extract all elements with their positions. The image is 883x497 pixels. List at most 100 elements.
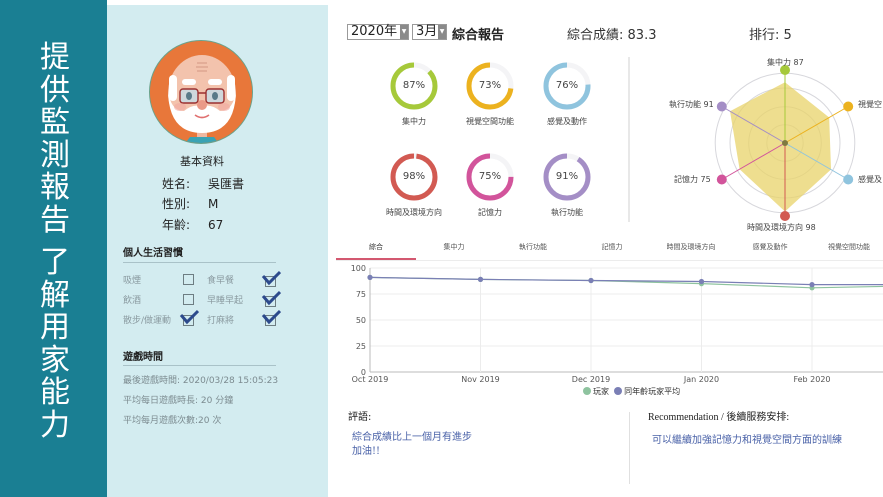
donut-percent: 75% [478,171,502,182]
rank-value: 5 [783,28,792,43]
banner-char: 供 [40,72,70,108]
avg-monthly-count: 平均每月遊戲次數:20 次 [123,416,222,426]
age-label: 年齡: [162,218,191,232]
checkmark-icon [261,309,281,325]
donut-executive-function: 91% 執行功能 [529,152,605,218]
recommendation-divider [629,412,630,484]
gender-value: M [208,197,219,211]
legend-peer-label[interactable]: 同年齡玩家平均 [624,387,681,396]
chart-legend: 玩家 同年齡玩家平均 [583,386,680,397]
habit-label: 打麻將 [207,316,235,326]
last-played: 最後遊戲時間: 2020/03/28 15:05:23 [123,376,279,386]
banner: 提 供 監 測 報 告 了 解 用 家 能 力 [0,0,107,497]
donut-label: 集中力 [402,117,426,126]
donut-percent: 87% [402,80,426,91]
tab-executive-function[interactable]: 執行功能 [519,243,547,251]
habit-label: 飲酒 [123,296,142,306]
age-value: 67 [208,218,224,232]
tab-memory[interactable]: 記憶力 [601,243,623,251]
tab-visual-spatial[interactable]: 視覺空間功能 [828,243,870,251]
tab-time-orientation[interactable]: 時間及環境方向 [666,243,716,251]
tabs-baseline [336,260,883,261]
tab-overall[interactable]: 綜合 [369,243,383,251]
habit-checkbox-drinking[interactable] [183,294,194,305]
section-divider [628,57,630,222]
donut-label: 時間及環境方向 [386,208,442,217]
banner-char: 告 [40,202,70,238]
radar-label: 時間及環境方向 98 [747,223,816,232]
habit-label: 食早餐 [207,276,235,286]
month-select[interactable]: 3月 ▼ [412,24,447,40]
svg-text:50: 50 [356,316,366,325]
banner-char: 提 [40,40,70,75]
checkmark-icon [179,309,199,325]
gender-row: 性別: M [162,195,218,212]
svg-text:Jan 2020: Jan 2020 [683,375,719,384]
donut-ring-icon [466,62,514,110]
comments-body: 綜合成績比上一個月有進步 加油!! [352,431,472,459]
svg-text:Oct 2019: Oct 2019 [352,375,389,384]
banner-char: 解 [40,277,70,313]
donut-percent: 91% [555,171,579,182]
comments-title: 評語: [348,412,372,423]
donut-label: 感覺及動作 [547,117,587,126]
checkmark-icon [261,270,281,286]
svg-text:Feb 2020: Feb 2020 [793,375,830,384]
avatar [149,40,253,144]
donut-ring-icon [543,62,591,110]
active-tab-indicator [336,258,416,260]
donut-label: 執行功能 [551,208,583,217]
habit-checkbox-mahjong[interactable] [265,315,276,326]
game-time-title: 遊戲時間 [123,352,163,363]
banner-char: 測 [40,137,70,173]
svg-text:100: 100 [351,264,366,273]
donut-sensory-motor: 76% 感覺及動作 [529,61,605,127]
dropdown-arrow-icon: ▼ [438,25,446,39]
radar-label: 視覺空 [858,100,882,109]
habit-label: 吸煙 [123,276,142,286]
habit-checkbox-breakfast[interactable] [265,276,276,287]
dropdown-arrow-icon: ▼ [400,25,408,39]
habit-checkbox-early-sleep[interactable] [265,296,276,307]
year-select[interactable]: 2020年 ▼ [347,24,409,40]
game-time-divider [123,365,276,366]
donut-concentration: 87% 集中力 [376,61,452,127]
donut-memory: 75% 記憶力 [452,152,528,218]
donut-percent: 76% [555,80,579,91]
name-row: 姓名: 吳匯書 [162,175,244,192]
svg-text:25: 25 [356,342,366,351]
tab-concentration[interactable]: 集中力 [443,243,465,251]
name-label: 姓名: [162,177,191,191]
line-plot: 0 25 50 75 100 Oct 2019 Nov 2019 Dec 2019 Jan 20… [351,264,883,384]
recommendation-body: 可以繼續加強記憶力和視覺空間方面的訓練 [652,435,842,446]
habit-checkbox-exercise[interactable] [183,315,194,326]
tab-sensory-motor[interactable]: 感覺及動作 [752,243,788,251]
habit-label: 早睡早起 [207,296,244,306]
legend-player-icon [583,387,591,395]
year-select-value: 2020年 [351,24,398,39]
donut-visual-spatial: 73% 視覺空間功能 [452,61,528,127]
radar-label: 執行功能 91 [669,100,714,109]
overall-score: 綜合成績: 83.3 [567,24,656,43]
radar-label: 集中力 87 [767,58,804,67]
donut-label: 視覺空間功能 [466,117,514,126]
svg-text:Nov 2019: Nov 2019 [461,375,500,384]
legend-player-label[interactable]: 玩家 [593,387,609,396]
radar-chart: 集中力 87 視覺空 感覺及 時間及環境方向 98 記憶力 75 執行功能 91 [640,50,883,235]
donut-percent: 98% [402,171,426,182]
rank-label: 排行: [749,28,780,43]
donut-ring-icon [390,62,438,110]
donut-ring-icon [543,153,591,201]
svg-text:0: 0 [361,368,366,377]
svg-text:75: 75 [356,290,366,299]
ability-tabs: 綜合 集中力 執行功能 記憶力 時間及環境方向 感覺及動作 視覺空間功能 [336,240,883,260]
basic-info-title: 基本資料 [180,155,224,168]
legend-peer-icon [614,387,623,395]
habits-title: 個人生活習慣 [123,248,183,259]
habits-divider [123,262,276,263]
ranking: 排行: 5 [749,24,792,43]
habit-checkbox-smoking[interactable] [183,274,194,285]
banner-char: 了 [40,245,70,280]
donut-label: 記憶力 [478,208,502,217]
